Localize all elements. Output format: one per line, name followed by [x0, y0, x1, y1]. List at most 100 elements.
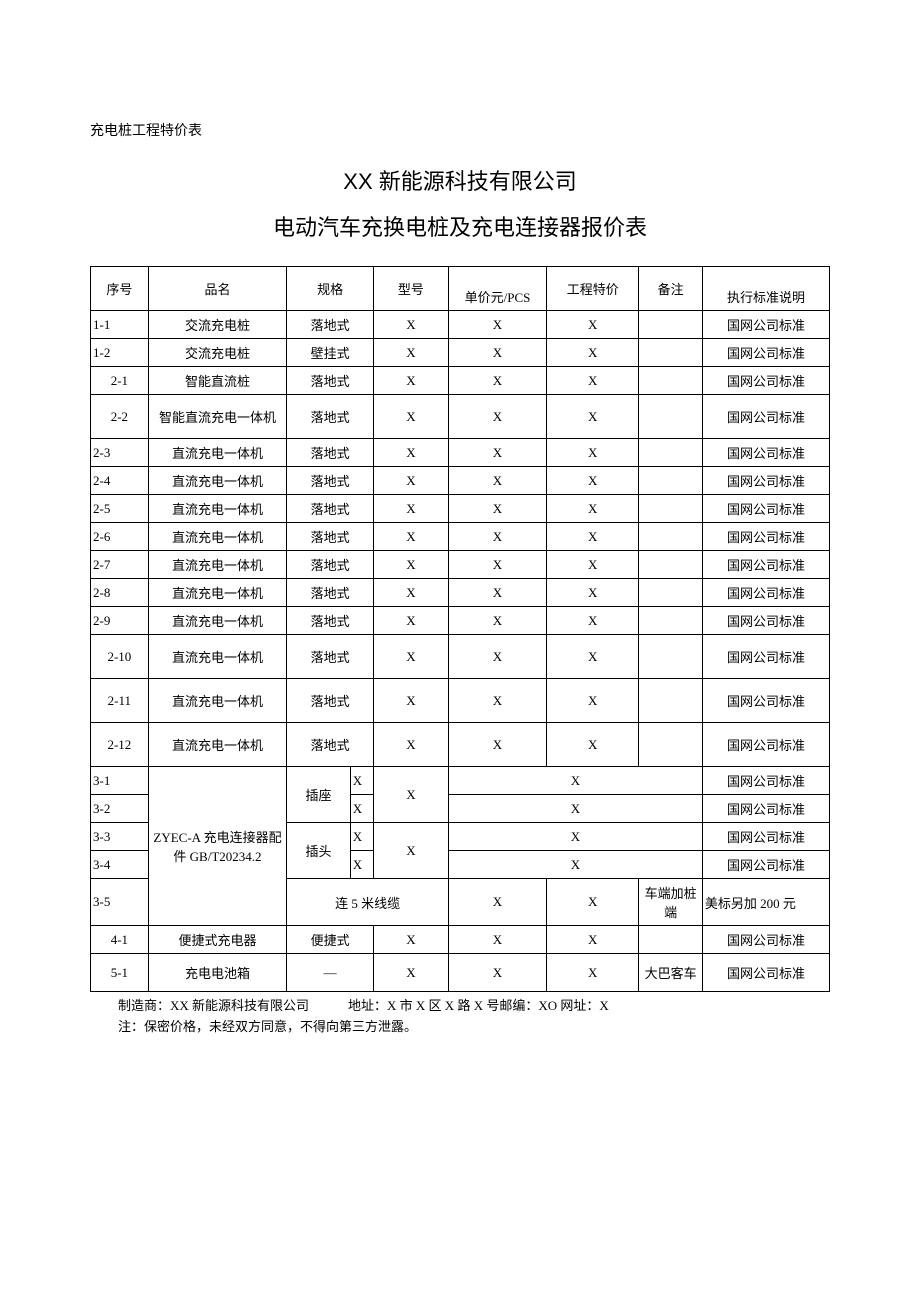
table-cell: 落地式 [287, 551, 374, 579]
table-cell: 国网公司标准 [702, 439, 829, 467]
table-cell: 直流充电一体机 [148, 551, 287, 579]
table-row: 2-10直流充电一体机落地式XXX国网公司标准 [91, 635, 830, 679]
table-cell: X [350, 851, 373, 879]
table-row: 2-4直流充电一体机落地式XXX国网公司标准 [91, 467, 830, 495]
table-cell [639, 926, 703, 954]
pre-title: 充电桩工程特价表 [90, 120, 830, 140]
table-cell: 3-2 [91, 795, 149, 823]
table-cell: ZYEC-A 充电连接器配件 GB/T20234.2 [148, 767, 287, 926]
table-cell: 3-5 [91, 879, 149, 926]
table-cell: 3-4 [91, 851, 149, 879]
table-cell: X [448, 635, 546, 679]
table-cell: 2-10 [91, 635, 149, 679]
table-cell: X [350, 823, 373, 851]
company-name: XX 新能源科技有限公司 [90, 164, 830, 196]
table-cell: X [547, 954, 639, 992]
table-cell: 国网公司标准 [702, 767, 829, 795]
table-cell: 落地式 [287, 607, 374, 635]
table-cell: X [350, 795, 373, 823]
table-cell: 充电电池箱 [148, 954, 287, 992]
table-row: 2-2智能直流充电一体机落地式XXX国网公司标准 [91, 395, 830, 439]
table-cell: 2-3 [91, 439, 149, 467]
table-cell: X [373, 523, 448, 551]
table-cell [639, 395, 703, 439]
table-cell: 2-8 [91, 579, 149, 607]
table-row: 2-9直流充电一体机落地式XXX国网公司标准 [91, 607, 830, 635]
table-cell: 插头 [287, 823, 351, 879]
table-cell: 直流充电一体机 [148, 495, 287, 523]
table-cell: X [448, 339, 546, 367]
table-cell: X [547, 551, 639, 579]
table-cell: 2-7 [91, 551, 149, 579]
table-cell: X [547, 395, 639, 439]
table-cell: X [448, 551, 546, 579]
table-row: 2-8直流充电一体机落地式XXX国网公司标准 [91, 579, 830, 607]
footer-line-2: 注：保密价格，未经双方同意，不得向第三方泄露。 [118, 1017, 830, 1038]
table-cell: X [373, 635, 448, 679]
price-table: 序号 品名 规格 型号 单价元/PCS 工程特价 备注 执行标准说明 1-1交流… [90, 266, 830, 992]
table-cell: X [448, 823, 702, 851]
col-model: 型号 [373, 267, 448, 311]
table-cell: X [448, 495, 546, 523]
table-cell: 直流充电一体机 [148, 679, 287, 723]
table-row: 1-1交流充电桩落地式XXX国网公司标准 [91, 311, 830, 339]
table-cell: 直流充电一体机 [148, 607, 287, 635]
table-cell: X [448, 767, 702, 795]
table-cell [639, 523, 703, 551]
table-cell: X [448, 679, 546, 723]
table-cell: 直流充电一体机 [148, 723, 287, 767]
table-cell: 直流充电一体机 [148, 439, 287, 467]
table-cell: X [547, 523, 639, 551]
col-spec: 规格 [287, 267, 374, 311]
table-cell: X [373, 679, 448, 723]
table-cell: 2-1 [91, 367, 149, 395]
table-header-row: 序号 品名 规格 型号 单价元/PCS 工程特价 备注 执行标准说明 [91, 267, 830, 311]
col-seq: 序号 [91, 267, 149, 311]
table-cell: X [547, 679, 639, 723]
table-cell: X [373, 467, 448, 495]
table-cell: X [448, 607, 546, 635]
table-cell: 落地式 [287, 679, 374, 723]
table-cell: 国网公司标准 [702, 339, 829, 367]
table-cell [639, 551, 703, 579]
table-cell: 落地式 [287, 723, 374, 767]
table-cell: X [547, 926, 639, 954]
table-cell: X [547, 367, 639, 395]
table-cell: 5-1 [91, 954, 149, 992]
table-cell: 落地式 [287, 579, 374, 607]
table-cell: X [547, 635, 639, 679]
table-cell: 国网公司标准 [702, 723, 829, 767]
table-cell [639, 723, 703, 767]
table-cell: 国网公司标准 [702, 523, 829, 551]
table-cell: X [547, 439, 639, 467]
table-cell: X [373, 339, 448, 367]
table-cell: X [448, 367, 546, 395]
table-cell: 落地式 [287, 395, 374, 439]
table-cell: X [373, 439, 448, 467]
table-cell: 落地式 [287, 467, 374, 495]
table-cell: 2-9 [91, 607, 149, 635]
table-cell: 国网公司标准 [702, 395, 829, 439]
table-cell: X [547, 879, 639, 926]
table-cell [639, 607, 703, 635]
table-cell: 壁挂式 [287, 339, 374, 367]
table-cell [639, 579, 703, 607]
table-cell: X [448, 723, 546, 767]
table-cell: X [448, 395, 546, 439]
table-cell: 国网公司标准 [702, 367, 829, 395]
table-cell: 1-2 [91, 339, 149, 367]
table-cell: 3-3 [91, 823, 149, 851]
table-cell: 2-6 [91, 523, 149, 551]
table-cell: 插座 [287, 767, 351, 823]
table-cell: 国网公司标准 [702, 551, 829, 579]
table-cell: X [373, 823, 448, 879]
table-row: 2-6直流充电一体机落地式XXX国网公司标准 [91, 523, 830, 551]
table-cell: 大巴客车 [639, 954, 703, 992]
table-cell [639, 339, 703, 367]
table-cell: 落地式 [287, 311, 374, 339]
table-cell: 2-4 [91, 467, 149, 495]
table-cell: 连 5 米线缆 [287, 879, 449, 926]
col-project: 工程特价 [547, 267, 639, 311]
table-cell: 国网公司标准 [702, 823, 829, 851]
table-cell: X [373, 607, 448, 635]
